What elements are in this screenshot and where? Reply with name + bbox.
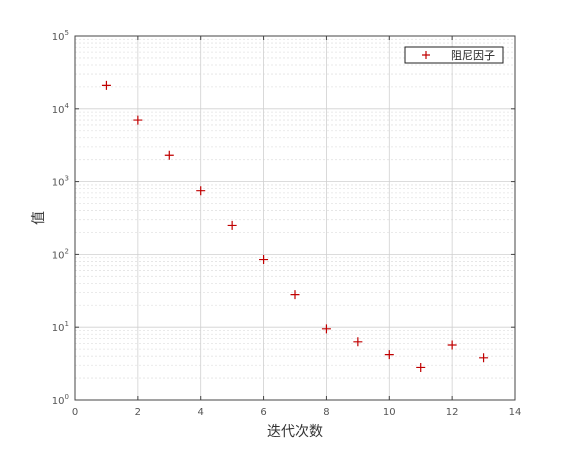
x-tick-label: 2 <box>135 407 141 418</box>
x-tick-label: 4 <box>198 407 204 418</box>
y-tick-label: 102 <box>52 247 69 261</box>
y-tick-label: 100 <box>52 393 69 407</box>
y-tick-label: 104 <box>52 102 70 116</box>
y-tick-label: 105 <box>52 29 69 43</box>
x-tick-label: 14 <box>509 407 522 418</box>
x-tick-label: 0 <box>72 407 78 418</box>
x-tick-label: 10 <box>383 407 396 418</box>
x-tick-label: 6 <box>260 407 266 418</box>
x-tick-label: 12 <box>446 407 459 418</box>
legend-label: 阻尼因子 <box>451 49 495 62</box>
legend: 阻尼因子 <box>405 47 503 63</box>
y-axis-label: 值 <box>31 211 47 225</box>
y-tick-label: 101 <box>52 320 69 334</box>
y-tick-label: 103 <box>52 175 69 189</box>
x-tick-label: 8 <box>323 407 329 418</box>
x-axis-label: 迭代次数 <box>267 424 323 440</box>
